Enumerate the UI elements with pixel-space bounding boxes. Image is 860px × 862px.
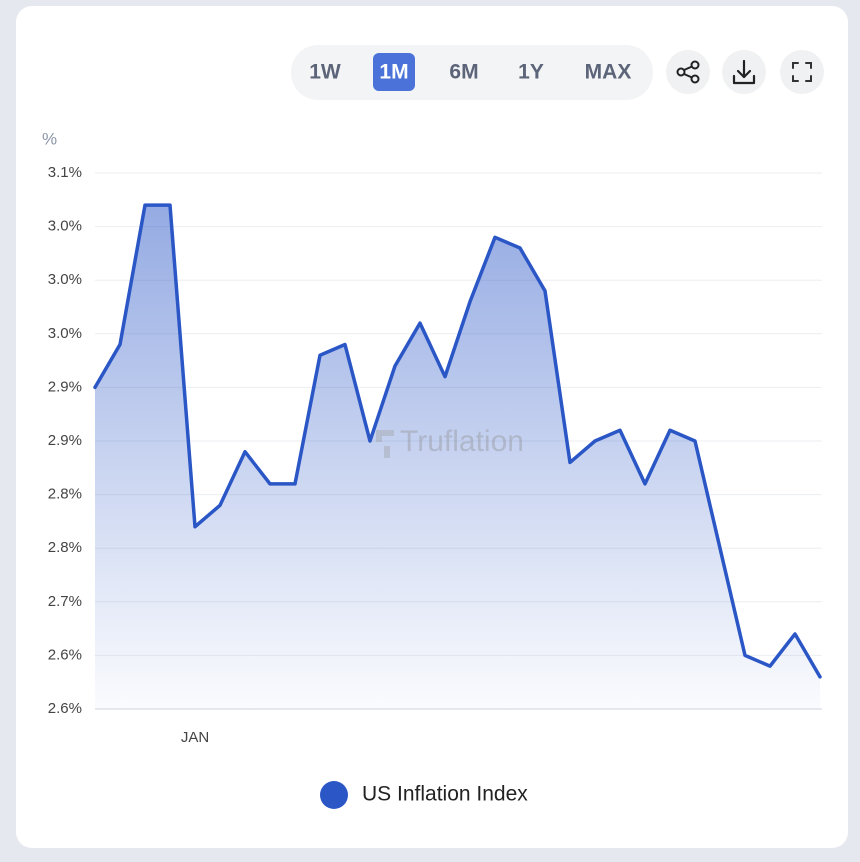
y-tick-label: 2.9%: [48, 378, 82, 395]
range-button[interactable]: 1Y: [518, 61, 544, 84]
range-button-label[interactable]: 1W: [309, 61, 341, 84]
range-button-label[interactable]: MAX: [585, 61, 632, 84]
range-button-label[interactable]: 1Y: [518, 61, 544, 84]
download-button[interactable]: [722, 50, 766, 94]
y-tick-label: 2.8%: [48, 539, 82, 556]
range-button-label[interactable]: 1M: [379, 61, 408, 84]
y-tick-label: 3.1%: [48, 164, 82, 181]
y-tick-label: 3.0%: [48, 271, 82, 288]
y-tick-label: 2.8%: [48, 486, 82, 503]
range-button[interactable]: MAX: [585, 61, 632, 84]
range-buttons: 1W 1M 6M 1Y MAX: [309, 53, 631, 91]
y-tick-label: 2.7%: [48, 593, 82, 610]
y-tick-label: 2.6%: [48, 646, 82, 663]
range-button-label[interactable]: 6M: [449, 61, 478, 84]
plot: 2.6% 2.6% 2.7% 2.8% 2.8% 2.9% 2.9% 3.0% 3.0% 3.0%…: [48, 164, 822, 746]
y-tick-label: 2.9%: [48, 432, 82, 449]
watermark: Truflation: [376, 425, 524, 458]
watermark-text: Truflation: [400, 425, 524, 458]
range-button-active[interactable]: [373, 53, 415, 91]
x-tick-label: JAN: [181, 729, 209, 746]
y-tick-label: 3.0%: [48, 218, 82, 235]
unit-label: %: [42, 129, 57, 148]
fullscreen-button[interactable]: [780, 50, 824, 94]
legend-label: US Inflation Index: [362, 783, 528, 806]
y-tick-label: 2.6%: [48, 700, 82, 717]
legend: US Inflation Index: [320, 781, 528, 809]
range-button[interactable]: 1M: [373, 53, 415, 91]
range-button[interactable]: 1W: [309, 61, 341, 84]
y-tick-label: 3.0%: [48, 325, 82, 342]
legend-swatch: [320, 781, 348, 809]
range-button[interactable]: 6M: [449, 61, 478, 84]
area: [95, 205, 820, 709]
share-button[interactable]: [666, 50, 710, 94]
line: [93, 203, 822, 679]
